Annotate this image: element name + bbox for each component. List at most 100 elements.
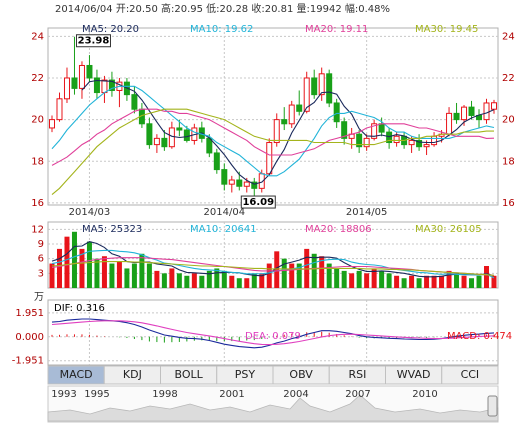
- candle-body: [341, 121, 348, 139]
- candle-body: [161, 137, 168, 148]
- legend-entry: MA30: 26105: [415, 224, 482, 235]
- tab-label[interactable]: PSY: [235, 368, 256, 381]
- volume-bar: [244, 278, 250, 288]
- legend-entry: DEA: 0.079: [245, 331, 301, 342]
- candle-body: [423, 144, 430, 148]
- indicator-tabs: MACD KDJ BOLL PSY OBV RSI WVAD CCI: [47, 365, 499, 385]
- volume-bar: [146, 263, 152, 288]
- candle-body: [251, 181, 258, 189]
- candle-body: [483, 102, 490, 121]
- legend-entry: MA30: 19.45: [415, 24, 478, 35]
- y-tick-label-right: 16: [502, 198, 515, 209]
- y-tick-label: 22: [31, 73, 44, 84]
- candle-body: [221, 169, 228, 185]
- volume-bar: [484, 266, 490, 288]
- candle-body: [311, 77, 318, 96]
- candle-body: [281, 119, 288, 125]
- tab-label[interactable]: MACD: [60, 368, 93, 381]
- volume-bar: [439, 275, 445, 288]
- volume-bar: [101, 256, 107, 288]
- volume-ma-line: [51, 261, 495, 276]
- candle-body: [273, 119, 280, 144]
- candle-body: [333, 102, 340, 123]
- candle-body: [236, 179, 243, 187]
- tab-label[interactable]: BOLL: [174, 368, 203, 381]
- legend-entry: MA20: 18806: [305, 224, 372, 235]
- header-quote: 2014/06/04 开:20.50 高:20.95 低:20.28 收:20.…: [55, 2, 390, 15]
- tab-label[interactable]: OBV: [289, 368, 313, 381]
- timeline-label: 2007: [345, 389, 370, 400]
- volume-bar: [56, 248, 62, 288]
- volume-bar: [491, 275, 497, 288]
- candle-body: [386, 131, 393, 144]
- volume-bar: [191, 273, 197, 288]
- y-tick-label: 3: [38, 268, 44, 279]
- volume-bar: [424, 275, 430, 288]
- candle-body: [63, 77, 70, 100]
- timeline-handle[interactable]: [487, 395, 498, 417]
- y-tick-label: -1.951: [12, 356, 44, 367]
- tab-label[interactable]: KDJ: [123, 368, 142, 381]
- volume-bar: [409, 275, 415, 288]
- y-tick-label: 0.000: [15, 332, 44, 343]
- volume-bar: [229, 275, 235, 288]
- candle-body: [243, 181, 250, 187]
- volume-bar: [431, 275, 437, 288]
- volume-bar: [394, 275, 400, 288]
- y-tick-label-right: 24: [502, 31, 515, 42]
- volume-bar: [401, 278, 407, 288]
- timeline-area: [47, 394, 499, 422]
- legend-entry: MA5: 20.20: [82, 24, 139, 35]
- volume-bar: [139, 253, 145, 288]
- tab-label[interactable]: RSI: [348, 368, 366, 381]
- volume-bar: [341, 270, 347, 288]
- volume-bar: [446, 270, 452, 288]
- candle-body: [491, 102, 497, 110]
- volume-bar: [86, 241, 92, 288]
- volume-bar: [221, 270, 227, 288]
- candle-body: [378, 123, 385, 133]
- volume-bar: [461, 275, 467, 288]
- ma-line: [51, 108, 495, 166]
- volume-bar: [296, 263, 302, 288]
- volume-bar: [214, 268, 220, 288]
- legend-entry: MA10: 19.62: [190, 24, 253, 35]
- tab-label[interactable]: CCI: [461, 368, 480, 381]
- x-tick-label: 2014/03: [69, 207, 111, 218]
- candle-body: [153, 137, 160, 146]
- candle-body: [266, 142, 273, 175]
- candle-body: [363, 137, 370, 148]
- volume-bar: [184, 275, 190, 288]
- candle-body: [408, 139, 415, 146]
- volume-bar: [379, 270, 385, 288]
- y-tick-label: 12: [31, 224, 44, 235]
- timeline-label: 1993: [51, 389, 76, 400]
- y-tick-label: 18: [31, 156, 44, 167]
- candle-body: [56, 98, 63, 121]
- tab[interactable]: [441, 365, 499, 385]
- y-tick-label: 16: [31, 198, 44, 209]
- volume-bar: [311, 253, 317, 288]
- candle-body: [318, 73, 325, 96]
- candle-body: [288, 104, 295, 125]
- x-tick-label: 2014/05: [346, 207, 388, 218]
- candle-body: [78, 64, 85, 89]
- candle-body: [131, 94, 138, 110]
- volume-bar: [259, 273, 265, 288]
- y-tick-label: 6: [38, 254, 44, 265]
- volume-bar: [49, 263, 55, 288]
- y-axis-unit: 万: [34, 292, 44, 303]
- candle-body: [453, 112, 460, 121]
- volume-bar: [94, 258, 100, 288]
- y-tick-label: 24: [31, 31, 44, 42]
- timeline-label: 2010: [412, 389, 437, 400]
- tab-label[interactable]: WVAD: [397, 368, 431, 381]
- candle-body: [461, 106, 468, 121]
- timeline-label: 1998: [152, 389, 177, 400]
- macd-line: [51, 320, 495, 346]
- volume-bar: [289, 263, 295, 288]
- candle-body: [356, 133, 363, 148]
- annotation: 23.98: [78, 36, 110, 47]
- ma-line: [51, 108, 494, 196]
